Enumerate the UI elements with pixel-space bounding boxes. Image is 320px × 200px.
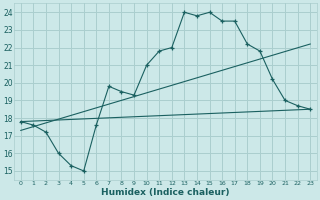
- X-axis label: Humidex (Indice chaleur): Humidex (Indice chaleur): [101, 188, 230, 197]
